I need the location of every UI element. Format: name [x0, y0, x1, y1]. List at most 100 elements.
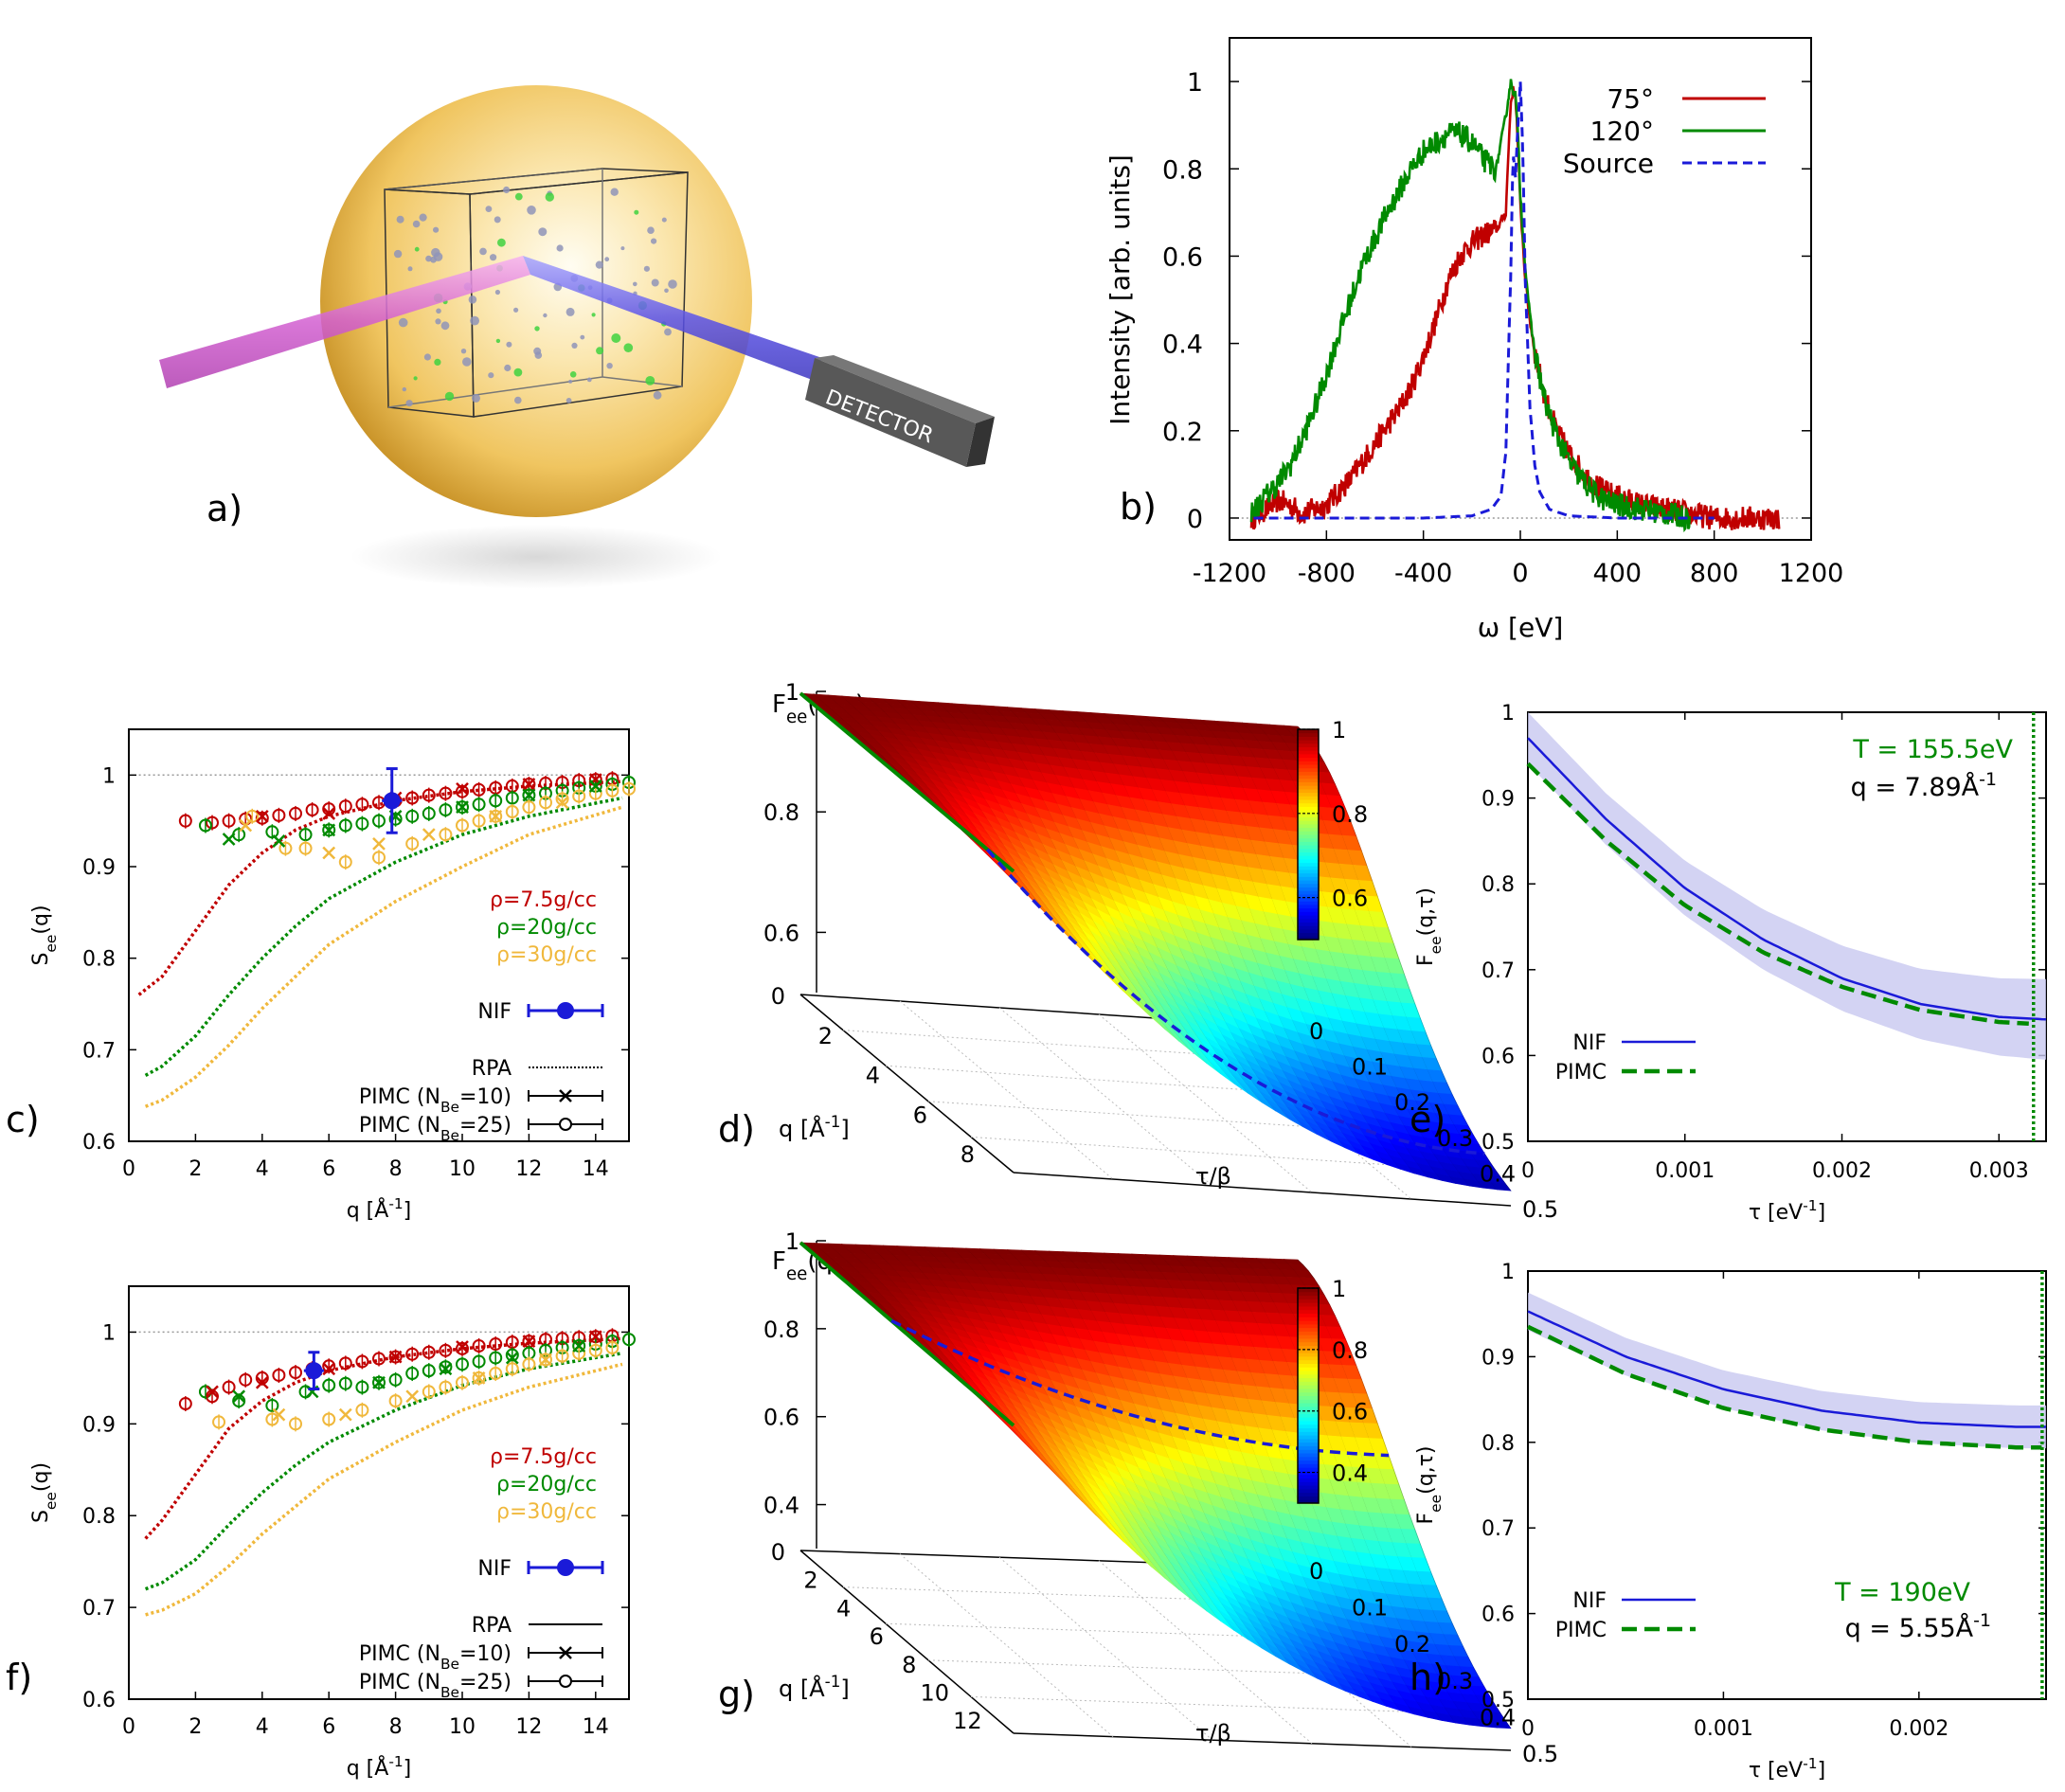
colorbar-band	[1298, 1367, 1319, 1371]
electron-cloud	[490, 254, 497, 261]
x-tick-label: -400	[1394, 559, 1452, 588]
x-tick-label: 8	[389, 1715, 403, 1739]
tau-tick-label: 0.5	[1522, 1196, 1558, 1223]
colorbar-band	[1298, 1395, 1319, 1400]
legend-pimc25-marker	[559, 1675, 572, 1688]
q-tick-label: 0	[771, 1539, 785, 1566]
colorbar-band	[1298, 1413, 1319, 1418]
colorbar-band	[1298, 1388, 1319, 1393]
y-tick-label: 0.8	[1162, 155, 1203, 185]
electron-cloud	[393, 249, 403, 259]
colorbar-band	[1298, 1481, 1319, 1486]
beryllium-particle	[623, 343, 634, 353]
electron-cloud	[651, 278, 659, 287]
pimc10-point	[505, 1351, 519, 1365]
colorbar-band	[1298, 788, 1319, 794]
beryllium-particle	[645, 376, 655, 385]
colorbar-band	[1298, 866, 1319, 870]
beryllium-particle	[596, 347, 604, 355]
electron-cloud	[494, 216, 501, 224]
legend-density: ρ=7.5g/cc	[490, 1445, 597, 1469]
colorbar-tick-label: 0.6	[1332, 1399, 1368, 1425]
electron-cloud	[664, 328, 672, 336]
sphere-shadow	[350, 525, 722, 589]
y-tick-label: 0.4	[1162, 331, 1203, 360]
colorbar-band	[1298, 1323, 1319, 1329]
electron-cloud	[653, 390, 662, 400]
colorbar-band	[1298, 1488, 1319, 1494]
electron-cloud	[423, 353, 431, 361]
q-axis-label: q [Å-1​]	[779, 1672, 850, 1702]
electron-cloud	[479, 247, 487, 256]
panel-e-chart: 0 0.001 0.002 0.003 0.5 0.6 0.7 0.8 0.9 1 τ [eV-1​…	[1410, 702, 2047, 1225]
temperature-annotation: T = 190eV	[1834, 1578, 1970, 1607]
y-tick-label: 0	[1187, 505, 1203, 534]
colorbar-band	[1298, 918, 1319, 923]
panel-h-chart: 0 0.001 0.002 0.5 0.6 0.7 0.8 0.9 1 τ [eV-1​] Fee​…	[1410, 1261, 2047, 1783]
colorbar-band	[1298, 911, 1319, 916]
colorbar-band	[1298, 1327, 1319, 1332]
electron-cloud	[430, 256, 437, 263]
legend-nif-marker	[557, 1559, 574, 1576]
colorbar-tick-label: 0.8	[1332, 1337, 1368, 1364]
wavenumber-annotation: q = 5.55Å-1​	[1845, 1610, 1991, 1643]
colorbar-band	[1298, 1331, 1319, 1335]
electron-cloud	[534, 351, 543, 359]
colorbar-band	[1298, 799, 1319, 804]
colorbar-band	[1298, 1320, 1319, 1325]
x-tick-label: -1200	[1193, 559, 1266, 588]
q-tick-label: 8	[961, 1141, 975, 1168]
x-axis-label: q [Å-1​]	[347, 1753, 412, 1781]
electron-cloud	[504, 364, 512, 372]
electron-cloud	[412, 220, 421, 228]
beryllium-particle	[569, 371, 577, 378]
base-axis-q	[799, 1550, 1015, 1734]
electron-cloud	[527, 206, 536, 215]
colorbar-band	[1298, 1309, 1319, 1314]
colorbar-band	[1298, 928, 1319, 934]
target-sphere	[320, 85, 752, 517]
y-tick-label: 0.6	[1481, 1604, 1515, 1627]
rpa-curve	[145, 1362, 623, 1617]
legend-label: PIMC	[1555, 1619, 1607, 1642]
y-axis-label: See​(q)	[29, 1462, 60, 1523]
electron-cloud	[580, 334, 585, 340]
colorbar-band	[1298, 1381, 1319, 1386]
series-line-120deg	[1249, 79, 1692, 533]
z-tick-label: 1	[785, 1228, 799, 1255]
pimc10-point	[522, 788, 536, 802]
charts: -1200 -800 -400 0 400 800 120000.20.40.60.81ω …	[6, 37, 2047, 1783]
colorbar-band	[1298, 1449, 1319, 1454]
beryllium-particle	[611, 333, 621, 343]
legend-density: ρ=30g/cc	[496, 943, 597, 967]
pimc10-point	[388, 1350, 403, 1364]
colorbar-band	[1298, 1496, 1319, 1500]
colorbar-band	[1298, 802, 1319, 807]
colorbar-band	[1298, 897, 1319, 902]
legend-label: PIMC (NBe​=10)	[359, 1085, 512, 1116]
legend-label: PIMC	[1555, 1061, 1607, 1084]
legend-label: 120°	[1590, 116, 1654, 147]
plot-frame	[128, 728, 630, 1142]
x-tick-label: 0	[122, 1715, 135, 1739]
z-tick-label: 0.4	[763, 1493, 799, 1519]
rpa-curve	[144, 1351, 623, 1591]
scattered-beam	[523, 256, 822, 381]
colorbar-band	[1298, 1359, 1319, 1364]
x-tick-label: 1200	[1779, 559, 1844, 588]
colorbar-band	[1298, 740, 1319, 744]
colorbar-band	[1298, 1302, 1319, 1307]
pimc10-point	[372, 1375, 386, 1389]
legend-label: NIF	[477, 1000, 512, 1024]
y-axis-label: Intensity [arb. units]	[1104, 154, 1136, 425]
base-gridline	[899, 1553, 1114, 1737]
colorbar-band	[1298, 827, 1319, 832]
electron-cloud	[604, 257, 610, 262]
y-tick-label: 0.7	[1481, 959, 1515, 983]
pimc10-point	[322, 823, 336, 837]
colorbar-band	[1298, 1391, 1319, 1396]
q-tick-label: 6	[913, 1102, 927, 1128]
pimc10-point	[405, 1389, 420, 1404]
base-gridline	[899, 1000, 1114, 1180]
legend-density: ρ=20g/cc	[496, 916, 597, 940]
